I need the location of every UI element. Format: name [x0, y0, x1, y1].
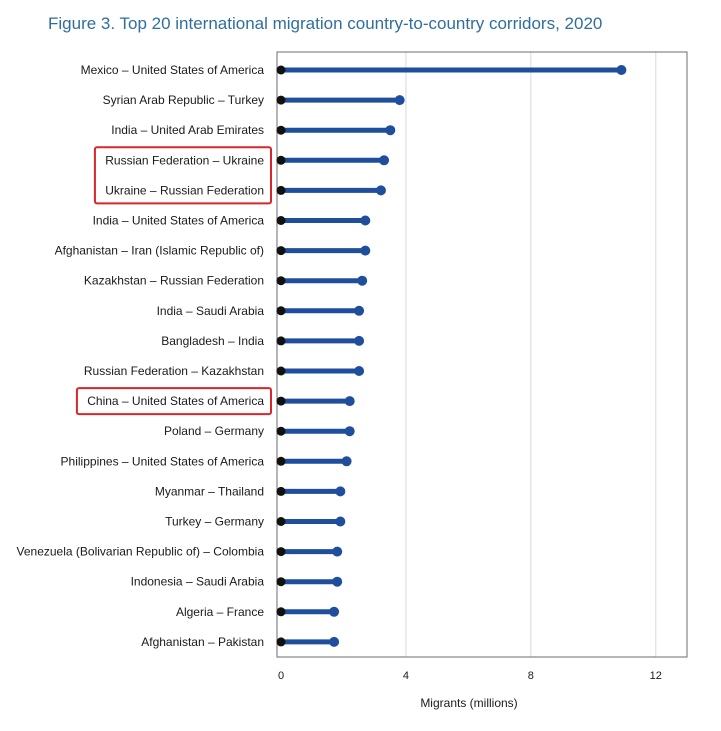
category-label: Afghanistan – Pakistan	[141, 635, 264, 649]
lollipop-marks	[276, 65, 627, 647]
origin-dot	[276, 95, 286, 105]
category-label: Turkey – Germany	[165, 515, 264, 529]
lollipop-endpoint	[379, 155, 390, 166]
lollipop-endpoint	[354, 366, 365, 376]
origin-dot	[276, 306, 286, 316]
origin-dot	[276, 246, 286, 256]
lollipop-endpoint	[344, 426, 355, 437]
figure-title: Figure 3. Top 20 international migration…	[48, 14, 603, 33]
category-label: Algeria – France	[176, 605, 264, 619]
origin-dot	[276, 517, 286, 526]
category-label: Indonesia – Saudi Arabia	[131, 575, 265, 589]
origin-dot	[276, 426, 286, 436]
x-tick-label: 0	[278, 670, 284, 682]
category-label: Ukraine – Russian Federation	[105, 183, 264, 197]
lollipop-endpoint	[329, 636, 340, 647]
lollipop-endpoint	[616, 65, 627, 75]
category-label: Myanmar – Thailand	[155, 484, 264, 498]
gridlines	[405, 52, 657, 657]
origin-dot	[276, 366, 286, 376]
category-label: Poland – Germany	[164, 424, 264, 438]
origin-dot	[276, 155, 286, 165]
category-label: Russian Federation – Kazakhstan	[84, 364, 264, 378]
lollipop-endpoint	[332, 546, 343, 557]
category-label: Mexico – United States of America	[81, 63, 265, 77]
origin-dot	[276, 65, 286, 75]
lollipop-endpoint	[341, 456, 352, 467]
origin-dot	[276, 547, 286, 557]
origin-dot	[276, 216, 286, 225]
x-tick-label: 4	[403, 670, 409, 682]
highlight-box	[93, 146, 272, 205]
lollipop-endpoint	[394, 95, 405, 106]
highlight-boxes	[75, 146, 272, 416]
lollipop-endpoint	[385, 125, 396, 136]
origin-dot	[276, 486, 286, 496]
category-label: Bangladesh – India	[161, 334, 264, 348]
lollipop-endpoint	[332, 576, 343, 587]
category-label: Kazakhstan – Russian Federation	[84, 274, 264, 288]
category-label: China – United States of America	[87, 394, 264, 408]
lollipop-endpoint	[360, 215, 371, 226]
lollipop-endpoint	[357, 275, 368, 286]
origin-dot	[276, 336, 286, 346]
lollipop-endpoint	[354, 305, 365, 316]
category-label: Philippines – United States of America	[61, 454, 265, 468]
category-label: India – United States of America	[93, 214, 265, 228]
category-label: Afghanistan – Iran (Islamic Republic of)	[55, 244, 264, 258]
origin-dot	[276, 577, 286, 587]
category-label: Russian Federation – Ukraine	[105, 153, 264, 167]
category-label: India – Saudi Arabia	[157, 304, 265, 318]
x-axis-title: Migrants (millions)	[420, 696, 517, 710]
lollipop-endpoint	[335, 486, 346, 497]
x-tick-label: 12	[650, 670, 662, 682]
lollipop-endpoint	[375, 185, 386, 196]
category-label: Syrian Arab Republic – Turkey	[103, 93, 264, 107]
origin-dot	[276, 125, 286, 135]
category-labels: Mexico – United States of America Syrian …	[17, 63, 265, 649]
lollipop-endpoint	[354, 335, 365, 346]
lollipop-endpoint	[360, 245, 371, 256]
origin-dot	[276, 607, 286, 617]
lollipop-endpoint	[344, 396, 355, 407]
x-tick-label: 8	[528, 670, 534, 682]
lollipop-endpoint	[335, 516, 346, 527]
origin-dot	[276, 396, 286, 406]
x-axis-ticks: 0 4 8 12	[278, 670, 662, 682]
origin-dot	[276, 276, 286, 286]
origin-dot	[276, 637, 286, 647]
category-label: India – United Arab Emirates	[111, 123, 264, 137]
lollipop-endpoint	[329, 606, 340, 617]
category-label: Venezuela (Bolivarian Republic of) – Col…	[17, 545, 265, 559]
highlight-box	[75, 387, 272, 416]
origin-dot	[276, 185, 286, 195]
origin-dot	[276, 456, 286, 466]
plot-frame	[276, 51, 688, 658]
